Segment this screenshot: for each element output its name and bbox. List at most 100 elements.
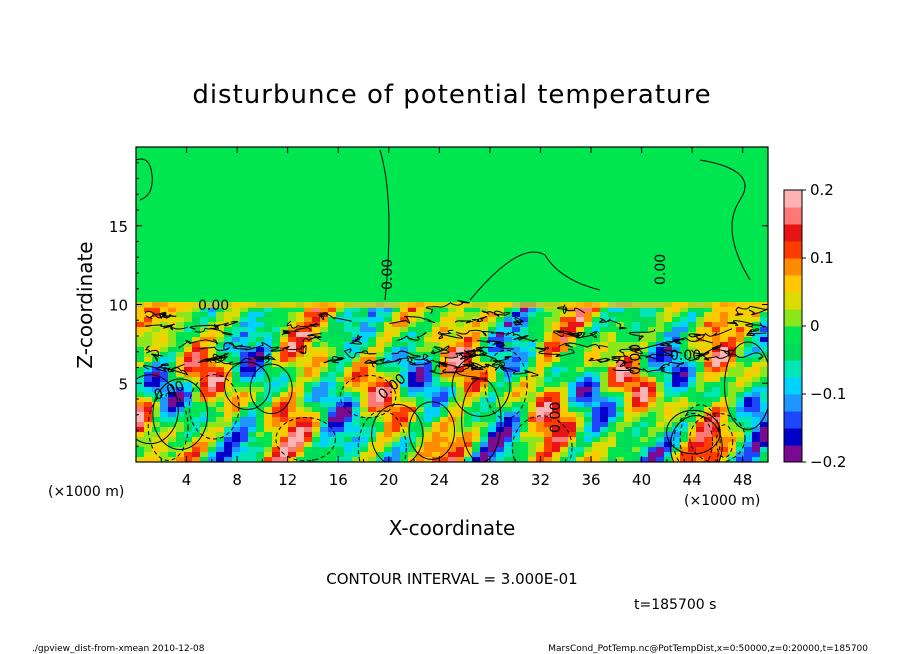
field-cell: [168, 342, 177, 348]
field-cell: [632, 342, 641, 348]
field-cell: [352, 362, 361, 368]
field-cell: [440, 427, 449, 433]
field-cell: [392, 422, 401, 428]
field-cell: [304, 382, 313, 388]
field-cell: [680, 362, 689, 368]
field-cell: [688, 422, 697, 428]
field-cell: [384, 442, 393, 448]
field-cell: [688, 412, 697, 418]
field-cell: [160, 452, 169, 458]
chart-title: disturbunce of potential temperature: [192, 80, 711, 110]
field-cell: [656, 447, 665, 453]
field-cell: [664, 312, 673, 318]
field-cell: [360, 352, 369, 358]
field-cell: [392, 357, 401, 363]
field-cell: [488, 332, 497, 338]
field-cell: [600, 332, 609, 338]
field-cell: [320, 347, 329, 353]
field-cell: [224, 417, 233, 423]
field-cell: [360, 327, 369, 333]
field-cell: [168, 437, 177, 443]
field-cell: [680, 407, 689, 413]
field-cell: [304, 347, 313, 353]
field-cell: [480, 387, 489, 393]
field-cell: [232, 347, 241, 353]
field-cell: [184, 452, 193, 458]
field-cell: [744, 397, 753, 403]
field-cell: [248, 402, 257, 408]
contour-loop: [724, 341, 768, 430]
field-cell: [576, 347, 585, 353]
field-cell: [728, 332, 737, 338]
field-cell: [288, 367, 297, 373]
field-cell: [464, 402, 473, 408]
field-cell: [136, 347, 145, 353]
field-cell: [432, 417, 441, 423]
field-cell: [176, 417, 185, 423]
field-cell: [688, 432, 697, 438]
field-cell: [744, 327, 753, 333]
field-cell: [496, 322, 505, 328]
field-cell: [160, 432, 169, 438]
field-cell: [344, 397, 353, 403]
field-cell: [360, 317, 369, 323]
field-cell: [592, 387, 601, 393]
field-cell: [336, 352, 345, 358]
field-cell: [376, 337, 385, 343]
field-cell: [560, 397, 569, 403]
field-cell: [264, 347, 273, 353]
field-cell: [408, 432, 417, 438]
field-cell: [608, 362, 617, 368]
field-cell: [672, 427, 681, 433]
field-cell: [504, 387, 513, 393]
field-cell: [736, 372, 745, 378]
field-cell: [416, 312, 425, 318]
field-cell: [136, 327, 145, 333]
field-cell: [672, 312, 681, 318]
contour-line: [513, 317, 524, 326]
field-cell: [648, 447, 657, 453]
field-cell: [592, 402, 601, 408]
field-cell: [584, 412, 593, 418]
field-cell: [432, 372, 441, 378]
field-cell: [384, 307, 393, 313]
field-cell: [424, 322, 433, 328]
field-cell: [312, 417, 321, 423]
field-cell: [408, 447, 417, 453]
field-cell: [600, 307, 609, 313]
field-cell: [240, 437, 249, 443]
field-cell: [672, 352, 681, 358]
field-cell: [544, 392, 553, 398]
field-cell: [216, 437, 225, 443]
field-cell: [600, 347, 609, 353]
field-cell: [720, 412, 729, 418]
field-cell: [240, 312, 249, 318]
field-cell: [200, 437, 209, 443]
field-cell: [520, 442, 529, 448]
field-cell: [496, 362, 505, 368]
field-cell: [432, 447, 441, 453]
field-cell: [320, 422, 329, 428]
field-cell: [424, 357, 433, 363]
field-cell: [520, 352, 529, 358]
field-cell: [448, 367, 457, 373]
field-cell: [520, 457, 529, 462]
field-cell: [728, 452, 737, 458]
field-cell: [632, 307, 641, 313]
field-cell: [160, 407, 169, 413]
field-cell: [216, 422, 225, 428]
field-cell: [392, 452, 401, 458]
field-cell: [544, 412, 553, 418]
field-cell: [440, 407, 449, 413]
field-cell: [624, 342, 633, 348]
field-cell: [528, 387, 537, 393]
field-cell: [528, 377, 537, 383]
field-cell: [664, 352, 673, 358]
field-cell: [352, 432, 361, 438]
field-cell: [264, 372, 273, 378]
field-cell: [656, 452, 665, 458]
field-cell: [504, 322, 513, 328]
field-cell: [544, 372, 553, 378]
field-cell: [648, 457, 657, 462]
field-cell: [232, 367, 241, 373]
